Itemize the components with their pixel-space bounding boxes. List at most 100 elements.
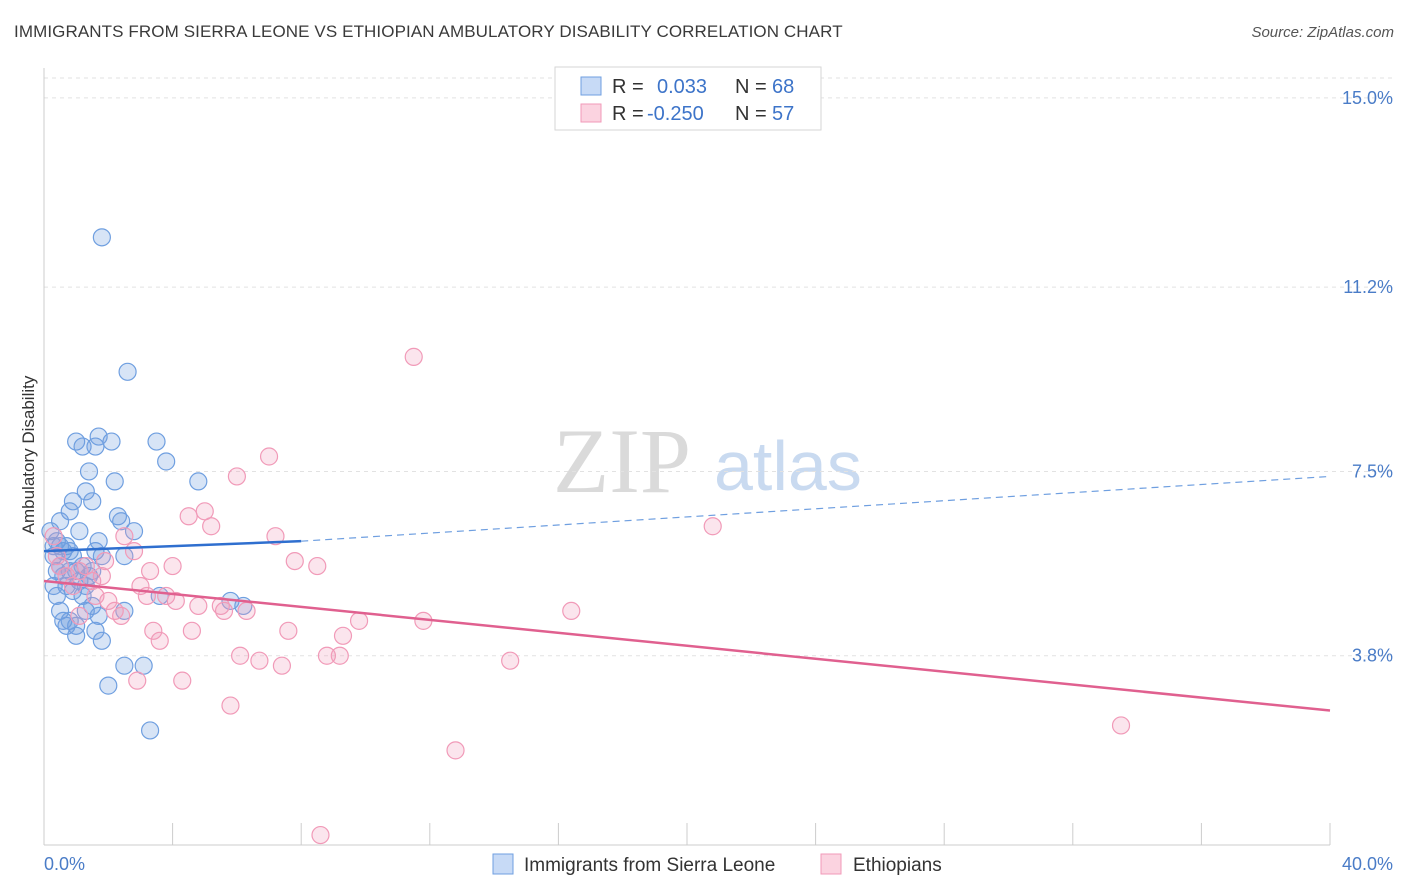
trend-line-ethiopians bbox=[43, 579, 1331, 712]
series-legend: Immigrants from Sierra Leone Ethiopians bbox=[492, 853, 942, 876]
bottom-legend-swatch-sierra-leone bbox=[492, 853, 514, 875]
point-sierra-leone bbox=[92, 631, 111, 650]
x-tick-label-min: 0.0% bbox=[44, 854, 85, 874]
point-sierra-leone bbox=[67, 626, 86, 645]
point-ethiopians bbox=[703, 517, 722, 536]
legend-swatch-sierra-leone bbox=[580, 76, 602, 96]
point-ethiopians bbox=[189, 596, 208, 616]
bottom-legend-swatch-ethiopians bbox=[820, 853, 842, 875]
point-ethiopians bbox=[349, 611, 369, 630]
point-sierra-leone bbox=[79, 462, 99, 481]
point-ethiopians bbox=[259, 447, 279, 466]
point-sierra-leone bbox=[50, 601, 70, 621]
point-ethiopians bbox=[333, 626, 353, 645]
data-points bbox=[41, 228, 1131, 845]
point-ethiopians bbox=[144, 621, 163, 640]
bottom-legend-label-ethiopians: Ethiopians bbox=[853, 855, 942, 876]
y-tick-labels: 3.8% 7.5% 11.2% 15.0% bbox=[1342, 88, 1393, 666]
point-sierra-leone bbox=[134, 656, 153, 675]
point-sierra-leone bbox=[140, 721, 160, 740]
point-ethiopians bbox=[173, 671, 192, 690]
point-ethiopians bbox=[1111, 716, 1131, 735]
grid-lines bbox=[44, 77, 1392, 657]
point-ethiopians bbox=[311, 825, 330, 845]
point-sierra-leone bbox=[57, 616, 76, 635]
point-ethiopians bbox=[92, 566, 111, 586]
point-ethiopians bbox=[163, 556, 182, 576]
point-sierra-leone bbox=[41, 522, 60, 541]
point-ethiopians bbox=[195, 502, 214, 521]
point-sierra-leone bbox=[92, 228, 111, 247]
y-tick-label: 11.2% bbox=[1343, 277, 1393, 297]
point-ethiopians bbox=[404, 347, 423, 366]
point-ethiopians bbox=[70, 606, 89, 625]
y-tick-label: 3.8% bbox=[1352, 646, 1393, 666]
y-axis-title: Ambulatory Disability bbox=[19, 375, 38, 534]
point-ethiopians bbox=[250, 651, 269, 670]
point-ethiopians bbox=[76, 556, 95, 576]
point-sierra-leone bbox=[60, 502, 79, 521]
legend-n-label: N = bbox=[735, 103, 767, 125]
point-ethiopians bbox=[562, 601, 581, 621]
point-sierra-leone bbox=[92, 547, 111, 566]
legend-swatch-ethiopians bbox=[580, 103, 602, 123]
point-ethiopians bbox=[285, 551, 304, 571]
point-ethiopians bbox=[179, 507, 198, 526]
trend-lines bbox=[43, 475, 1331, 712]
point-ethiopians bbox=[95, 551, 115, 571]
point-ethiopians bbox=[330, 646, 349, 665]
point-sierra-leone bbox=[99, 676, 118, 695]
point-ethiopians bbox=[182, 621, 201, 640]
point-ethiopians bbox=[227, 467, 246, 486]
point-ethiopians bbox=[446, 741, 465, 760]
point-ethiopians bbox=[308, 556, 327, 576]
point-sierra-leone bbox=[102, 432, 121, 451]
y-tick-label: 15.0% bbox=[1342, 88, 1393, 108]
point-sierra-leone bbox=[105, 472, 124, 491]
point-ethiopians bbox=[266, 527, 285, 546]
legend-r-label: R = bbox=[612, 103, 644, 125]
point-sierra-leone bbox=[86, 621, 105, 640]
point-ethiopians bbox=[279, 621, 298, 640]
trend-line-sierra-leone-extrapolated bbox=[301, 475, 1331, 542]
point-sierra-leone bbox=[108, 507, 128, 526]
point-sierra-leone bbox=[67, 616, 86, 635]
point-ethiopians bbox=[214, 601, 234, 621]
x-tick-labels: 0.0% 40.0% bbox=[44, 854, 1393, 874]
point-ethiopians bbox=[124, 542, 144, 561]
correlation-legend: R = 0.033 N = 68 R = -0.250 N = 57 bbox=[554, 66, 822, 131]
point-sierra-leone bbox=[83, 492, 102, 511]
point-sierra-leone bbox=[73, 437, 92, 456]
point-sierra-leone bbox=[118, 362, 137, 381]
point-ethiopians bbox=[140, 561, 160, 581]
legend-n-value-ethiopians: 57 bbox=[772, 103, 794, 125]
x-tick-label-max: 40.0% bbox=[1342, 854, 1393, 874]
legend-r-label: R = bbox=[612, 76, 644, 98]
point-ethiopians bbox=[317, 646, 337, 665]
point-ethiopians bbox=[128, 671, 147, 690]
bottom-legend-label-sierra-leone: Immigrants from Sierra Leone bbox=[524, 855, 775, 876]
point-sierra-leone bbox=[115, 601, 134, 621]
trend-line-sierra-leone bbox=[43, 539, 302, 553]
point-ethiopians bbox=[221, 696, 240, 715]
point-ethiopians bbox=[44, 527, 63, 546]
point-ethiopians bbox=[115, 527, 134, 546]
point-sierra-leone bbox=[124, 522, 144, 541]
point-ethiopians bbox=[202, 517, 221, 536]
point-sierra-leone bbox=[115, 656, 134, 675]
point-sierra-leone bbox=[189, 472, 208, 491]
legend-n-value-sierra-leone: 68 bbox=[772, 76, 794, 98]
point-sierra-leone bbox=[63, 547, 83, 566]
point-sierra-leone bbox=[147, 432, 166, 451]
point-ethiopians bbox=[166, 591, 185, 611]
point-ethiopians bbox=[50, 556, 70, 576]
point-sierra-leone bbox=[112, 512, 131, 531]
point-ethiopians bbox=[211, 596, 230, 616]
point-sierra-leone bbox=[157, 452, 176, 471]
point-sierra-leone bbox=[50, 512, 70, 531]
point-ethiopians bbox=[501, 651, 520, 670]
chart-source: Source: ZipAtlas.com bbox=[1251, 24, 1394, 41]
point-ethiopians bbox=[99, 591, 118, 611]
point-ethiopians bbox=[272, 656, 292, 675]
